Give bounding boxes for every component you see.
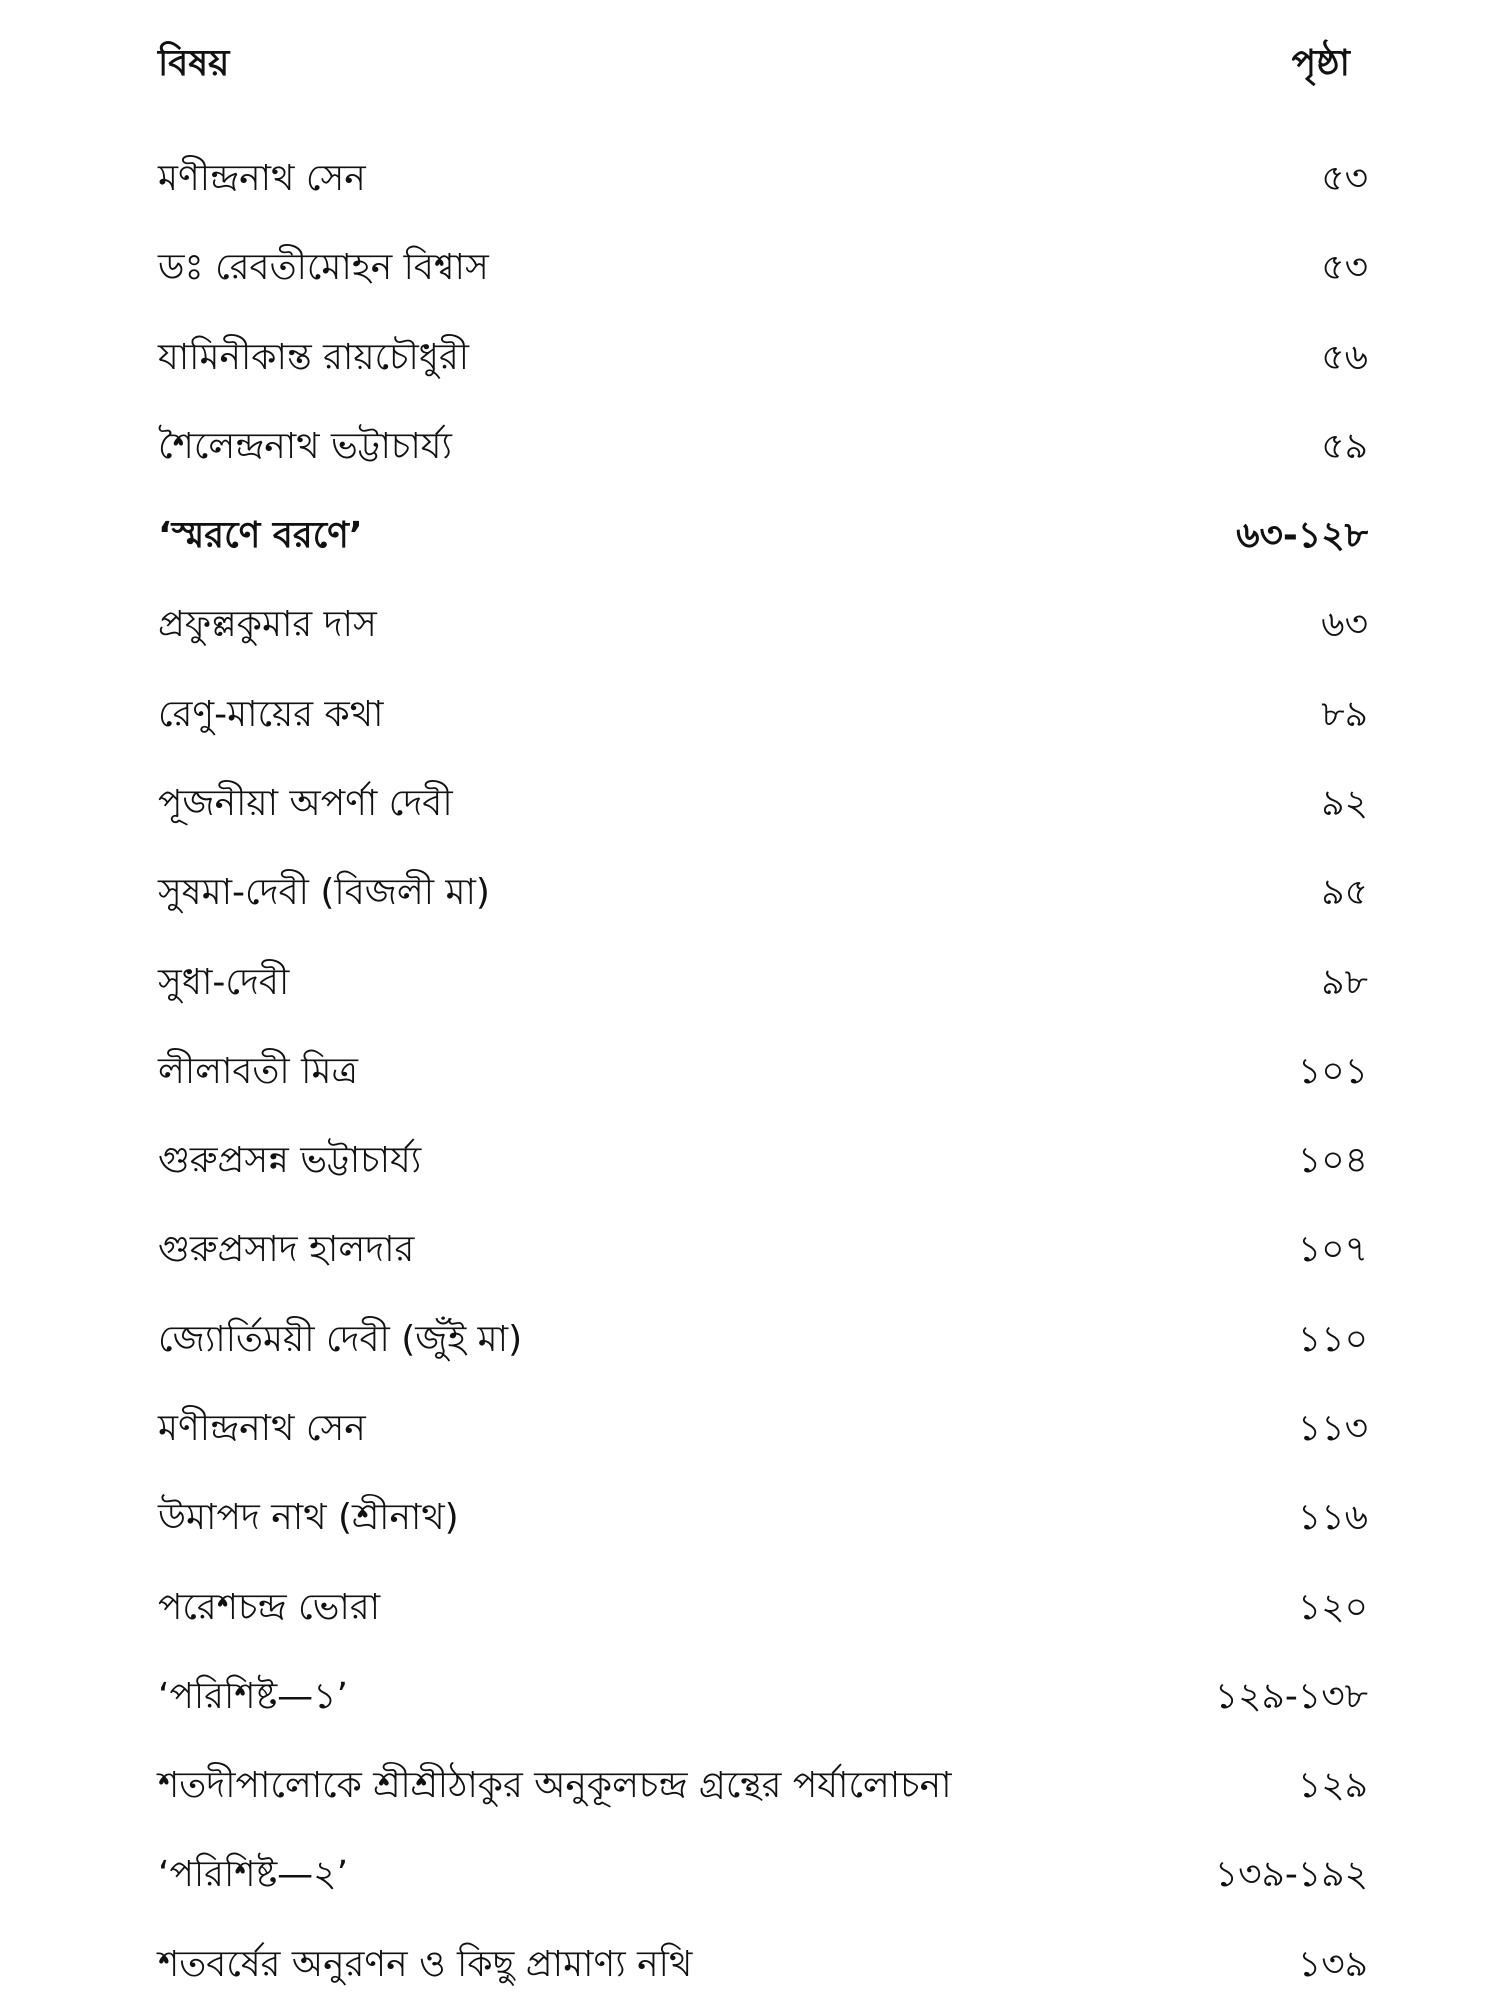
toc-entry: প্রফুল্লকুমার দাস ৬৩ [158,597,1368,657]
toc-entry: মণীন্দ্রনাথ সেন ৫৩ [158,151,1368,211]
entry-page-number: ৯৫ [1321,872,1368,914]
entry-title: মণীন্দ্রনাথ সেন [158,1407,366,1449]
entry-page-number: ১০১ [1297,1050,1368,1092]
entry-title: পূজনীয়া অপর্ণা দেবী [158,782,453,824]
toc-entry: শতদীপালোকে শ্রীশ্রীঠাকুর অনুকূলচন্দ্র গ্… [158,1758,1368,1818]
entry-page-number: ১৩৯-১৯২ [1214,1854,1368,1896]
page-column-header: পৃষ্ঠা [1291,43,1350,84]
entry-title: ‘স্মরণে বরণে’ [158,515,363,557]
entry-page-number: ১২৯ [1297,1765,1368,1807]
entry-title: গুরুপ্রসাদ হালদার [158,1229,415,1271]
toc-entry: লীলাবতী মিত্র ১০১ [158,1044,1368,1104]
entry-page-number: ১০৭ [1297,1229,1368,1271]
toc-entry: ‘পরিশিষ্ট—১’ ১২৯-১৩৮ [158,1669,1368,1729]
toc-entry: জ্যোর্তিময়ী দেবী (জুঁই মা) ১১০ [158,1312,1368,1372]
entry-page-number: ৫৯ [1321,425,1368,467]
toc-entry: গুরুপ্রসন্ন ভট্টাচার্য্য ১০৪ [158,1133,1368,1193]
toc-entry: উমাপদ নাথ (শ্রীনাথ) ১১৬ [158,1490,1368,1550]
entry-page-number: ৮৯ [1321,693,1368,735]
entry-page-number: ১২৯-১৩৮ [1214,1675,1368,1717]
toc-entry: গুরুপ্রসাদ হালদার ১০৭ [158,1222,1368,1282]
entry-page-number: ১১৬ [1297,1497,1368,1539]
entry-page-number: ১৩৯ [1297,1943,1368,1985]
toc-entry: পরেশচন্দ্র ভোরা ১২০ [158,1580,1368,1640]
entry-title: উমাপদ নাথ (শ্রীনাথ) [158,1497,459,1539]
toc-entry: ‘স্মরণে বরণে’ ৬৩-১২৮ [158,508,1368,568]
entry-title: লীলাবতী মিত্র [158,1050,358,1092]
entry-title: ‘পরিশিষ্ট—২’ [158,1854,349,1896]
entry-page-number: ৯২ [1321,782,1368,824]
entry-title: গুরুপ্রসন্ন ভট্টাচার্য্য [158,1140,422,1182]
entry-title: মণীন্দ্রনাথ সেন [158,158,366,199]
entry-title: শতদীপালোকে শ্রীশ্রীঠাকুর অনুকূলচন্দ্র গ্… [158,1765,952,1807]
entry-page-number: ১১৩ [1297,1407,1368,1449]
subject-column-header: বিষয় [158,43,230,84]
entry-page-number: ৫৩ [1321,247,1368,289]
entry-page-number: ৬৩ [1321,604,1368,646]
entry-page-number: ৫৬ [1321,336,1368,378]
entry-title: সুধা-দেবী [158,961,290,1003]
entry-page-number: ৬৩-১২৮ [1236,515,1368,557]
toc-entry: ডঃ রেবতীমোহন বিশ্বাস ৫৩ [158,240,1368,300]
toc-entry: সুষমা-দেবী (বিজলী মা) ৯৫ [158,865,1368,925]
entry-title: শৈলেন্দ্রনাথ ভট্টাচার্য্য [158,425,452,467]
entry-title: যামিনীকান্ত রায়চৌধুরী [158,336,470,378]
toc-entry: পূজনীয়া অপর্ণা দেবী ৯২ [158,776,1368,836]
entry-title: পরেশচন্দ্র ভোরা [158,1586,381,1628]
entry-title: জ্যোর্তিময়ী দেবী (জুঁই মা) [158,1318,523,1360]
entry-page-number: ১১০ [1297,1318,1368,1360]
entry-title: ‘পরিশিষ্ট—১’ [158,1675,348,1717]
toc-entry: যামিনীকান্ত রায়চৌধুরী ৫৬ [158,330,1368,390]
entry-title: শতবর্ষের অনুরণন ও কিছু প্রামাণ্য নথি [158,1943,693,1985]
entry-title: রেণু-মায়ের কথা [158,693,384,735]
toc-entry: মণীন্দ্রনাথ সেন ১১৩ [158,1401,1368,1461]
toc-entry: ‘পরিশিষ্ট—২’ ১৩৯-১৯২ [158,1847,1368,1907]
entry-page-number: ১০৪ [1297,1140,1368,1182]
toc-entry: সুধা-দেবী ৯৮ [158,955,1368,1015]
entry-page-number: ৯৮ [1321,961,1368,1003]
toc-entry: শৈলেন্দ্রনাথ ভট্টাচার্য্য ৫৯ [158,419,1368,479]
entry-page-number: ৫৩ [1321,158,1368,199]
entry-title: সুষমা-দেবী (বিজলী মা) [158,872,490,914]
toc-entry: শতবর্ষের অনুরণন ও কিছু প্রামাণ্য নথি ১৩৯ [158,1937,1368,1997]
toc-entry: রেণু-মায়ের কথা ৮৯ [158,687,1368,747]
entry-page-number: ১২০ [1297,1586,1368,1628]
entry-title: প্রফুল্লকুমার দাস [158,604,377,646]
entry-title: ডঃ রেবতীমোহন বিশ্বাস [158,247,489,289]
